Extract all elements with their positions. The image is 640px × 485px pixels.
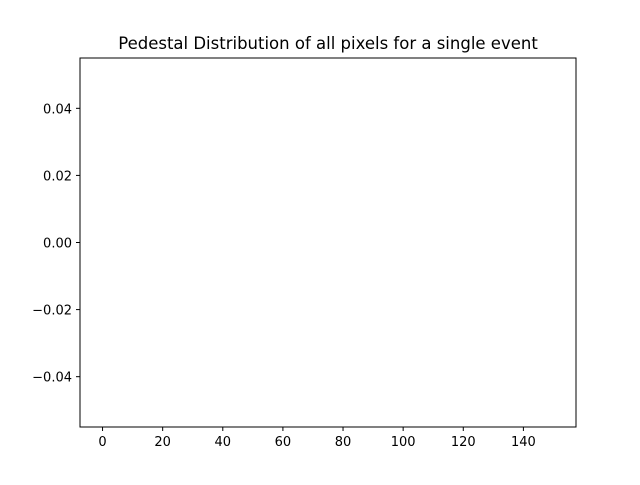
y-tick-label: 0.00 — [43, 237, 72, 252]
x-tick-label: 80 — [335, 435, 352, 450]
y-tick-label: −0.02 — [32, 304, 72, 319]
y-tick-label: 0.02 — [43, 169, 72, 184]
x-tick-label: 0 — [98, 435, 106, 450]
x-axis: 0 20 40 60 80 100 120 140 — [98, 427, 536, 450]
y-tick-label: −0.04 — [32, 371, 72, 386]
x-tick-label: 40 — [215, 435, 232, 450]
x-tick-label: 120 — [451, 435, 476, 450]
x-tick-label: 140 — [511, 435, 536, 450]
y-axis: 0.04 0.02 0.00 −0.02 −0.04 — [32, 102, 80, 386]
x-tick-label: 20 — [154, 435, 171, 450]
x-tick-label: 100 — [391, 435, 416, 450]
y-tick-label: 0.04 — [43, 102, 72, 117]
plot-area-frame — [79, 57, 577, 428]
x-tick-label: 60 — [275, 435, 292, 450]
chart-title: Pedestal Distribution of all pixels for … — [118, 34, 538, 53]
